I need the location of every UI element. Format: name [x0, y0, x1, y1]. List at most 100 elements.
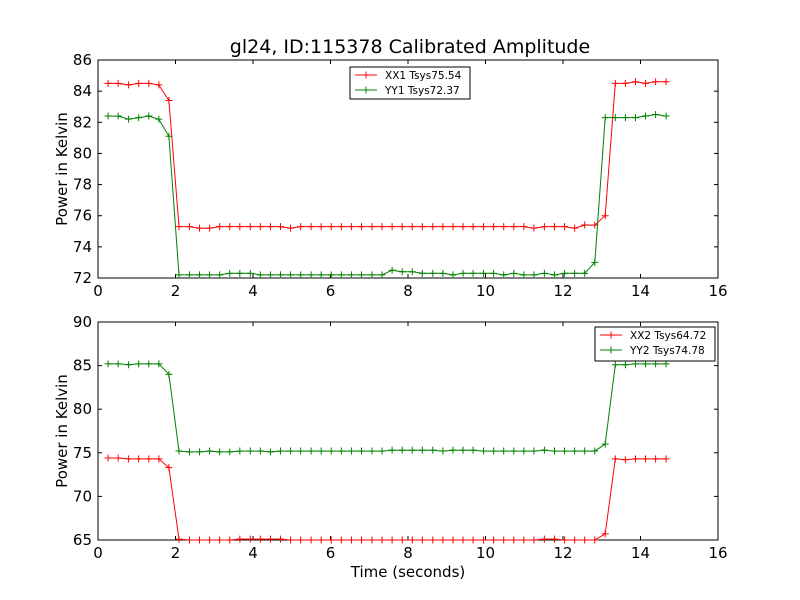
y-tick-label: 74	[73, 238, 92, 256]
y-tick-label: 70	[73, 487, 92, 505]
data-point	[449, 446, 457, 454]
data-point	[581, 269, 589, 277]
data-point	[510, 269, 518, 277]
data-point	[388, 446, 396, 454]
data-point	[175, 535, 183, 543]
y-tick-label: 80	[73, 144, 92, 162]
data-point	[347, 536, 355, 544]
data-point	[307, 223, 315, 231]
legend	[349, 66, 471, 100]
data-point	[469, 536, 477, 544]
data-point	[307, 447, 315, 455]
data-point	[155, 360, 163, 368]
data-point	[145, 79, 153, 87]
data-point	[490, 536, 498, 544]
data-point	[561, 536, 569, 544]
data-point	[490, 447, 498, 455]
data-point	[631, 455, 639, 463]
data-point	[256, 535, 264, 543]
data-point	[550, 271, 558, 279]
x-tick-label: 14	[631, 544, 650, 562]
data-point	[175, 447, 183, 455]
data-point	[611, 455, 619, 463]
data-point	[500, 271, 508, 279]
y-tick-label: 75	[73, 444, 92, 462]
y-axis-label: Power in Kelvin	[53, 112, 71, 226]
data-point	[621, 114, 629, 122]
data-point	[196, 448, 204, 456]
data-point	[561, 447, 569, 455]
legend-entry: XX2 Tsys64.72	[630, 330, 706, 342]
x-tick-label: 10	[476, 544, 495, 562]
data-point	[358, 271, 365, 279]
data-point	[317, 271, 325, 279]
data-point	[469, 269, 477, 277]
data-point	[277, 271, 285, 279]
data-point	[165, 96, 173, 104]
data-point	[206, 271, 214, 279]
y-tick-label: 84	[73, 82, 92, 100]
data-point	[652, 111, 660, 118]
data-point	[581, 536, 589, 544]
data-point	[418, 269, 426, 277]
data-point	[611, 361, 619, 369]
data-point	[246, 223, 254, 231]
data-point	[145, 455, 153, 463]
data-point	[347, 447, 355, 455]
x-tick-label: 4	[248, 282, 258, 300]
data-point	[540, 535, 548, 543]
data-point	[530, 271, 538, 279]
data-point	[530, 536, 538, 544]
data-point	[550, 535, 558, 543]
data-point	[480, 447, 488, 455]
data-point	[165, 464, 173, 472]
data-point	[125, 81, 133, 89]
data-point	[104, 454, 112, 462]
legend-marker	[607, 346, 615, 354]
x-tick-label: 8	[403, 544, 413, 562]
data-point	[317, 536, 325, 544]
data-point	[327, 223, 335, 231]
x-tick-label: 0	[93, 282, 103, 300]
data-point	[155, 455, 163, 463]
data-point	[429, 223, 437, 231]
data-point	[490, 223, 498, 231]
y-tick-label: 78	[73, 176, 92, 194]
data-point	[510, 536, 518, 544]
data-point	[185, 448, 193, 456]
data-point	[388, 536, 396, 544]
data-point	[520, 271, 528, 279]
data-point	[135, 114, 143, 122]
data-point	[408, 223, 416, 231]
data-point	[611, 114, 619, 122]
data-point	[246, 269, 254, 277]
data-point	[581, 221, 589, 229]
legend-marker	[607, 331, 615, 339]
data-point	[256, 447, 264, 455]
data-point	[114, 360, 122, 368]
data-point	[125, 455, 133, 463]
data-point	[621, 361, 629, 369]
data-point	[631, 114, 639, 122]
data-point	[368, 271, 376, 279]
data-point	[337, 536, 345, 544]
data-point	[206, 536, 214, 544]
data-point	[500, 536, 508, 544]
legend-marker	[362, 86, 370, 94]
data-point	[175, 271, 183, 279]
data-point	[206, 447, 214, 455]
data-point	[520, 536, 528, 544]
data-point	[530, 224, 538, 232]
data-point	[307, 271, 315, 279]
data-point	[196, 271, 204, 279]
data-point	[449, 271, 457, 279]
data-point	[317, 447, 325, 455]
data-point	[135, 79, 143, 87]
x-tick-label: 12	[553, 544, 572, 562]
data-point	[408, 268, 416, 276]
data-point	[408, 446, 416, 454]
data-point	[581, 447, 589, 455]
data-point	[287, 224, 295, 232]
data-point	[611, 79, 619, 87]
y-tick-label: 80	[73, 400, 92, 418]
